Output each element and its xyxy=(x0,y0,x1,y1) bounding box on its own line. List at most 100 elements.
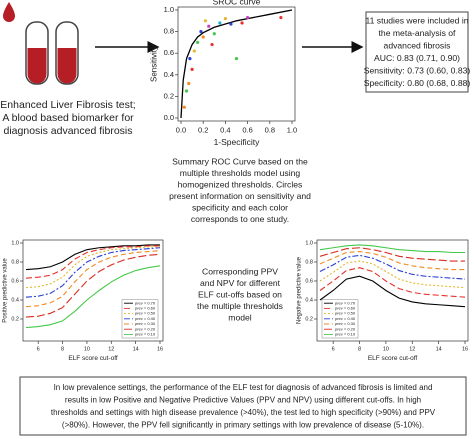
x-axis-label: ELF score cut-off xyxy=(68,355,118,362)
y-tick-label: 0.2 xyxy=(164,91,174,100)
legend-label: prev = 0.70 xyxy=(335,300,356,305)
summary-line: In low prevalence settings, the performa… xyxy=(54,383,433,392)
x-tick-label: 16 xyxy=(462,346,468,352)
study-point xyxy=(218,21,222,25)
middle-text-line: the multiple thresholds xyxy=(197,301,283,311)
y-tick-label: 0.8 xyxy=(305,259,313,265)
legend-label: prev = 0.30 xyxy=(335,321,356,326)
legend-label: prev = 0.20 xyxy=(335,326,356,331)
series-line xyxy=(319,275,466,308)
study-point xyxy=(203,19,208,23)
x-tick-label: 8 xyxy=(61,346,64,352)
caption-line: corresponds to one study. xyxy=(191,214,289,224)
caption-line: present information on sensitivity and xyxy=(169,191,311,201)
study-point xyxy=(240,21,244,25)
x-tick-label: 0.8 xyxy=(265,126,275,135)
study-point xyxy=(210,42,214,47)
x-tick-label: 14 xyxy=(133,346,139,352)
study-point xyxy=(184,89,189,93)
text-layer: Enhanced Liver Fibrosis test;A blood bas… xyxy=(0,15,470,429)
study-point xyxy=(190,67,194,71)
sroc-curve xyxy=(180,9,293,119)
y-tick-label: 0.8 xyxy=(11,259,19,265)
middle-text-line: ELF cut-offs based on xyxy=(198,289,282,299)
plot-frame xyxy=(177,6,296,122)
series-line xyxy=(319,244,465,254)
x-tick-label: 0.0 xyxy=(176,126,186,135)
legend-label: prev = 0.70 xyxy=(135,300,156,305)
study-point xyxy=(187,81,191,86)
caption-line: homogenized thresholds. Circles xyxy=(178,179,303,189)
series-line xyxy=(319,250,465,271)
legend-label: prev = 0.50 xyxy=(335,311,356,316)
chart-layer: 0.0 0.2 0.4 0.6 0.8 1.0 0.0 0.2 0.4 0.6 0.8 1.0 SROC… xyxy=(2,0,469,362)
y-tick-label: 0.4 xyxy=(305,297,313,303)
y-tick-label: 0.2 xyxy=(305,316,313,322)
study-point xyxy=(279,15,283,20)
series-line xyxy=(25,247,161,298)
x-tick-label: 6 xyxy=(332,346,335,352)
series-line xyxy=(319,254,466,280)
x-axis-label: 1-Specificity xyxy=(214,137,261,147)
study-point xyxy=(201,35,205,39)
x-tick-label: 0.4 xyxy=(220,126,230,135)
x-tick-label: 12 xyxy=(108,346,114,352)
y-tick-label: 0.8 xyxy=(164,27,174,36)
y-tick-label: 0.6 xyxy=(164,48,174,57)
result-line: Sensitivity: 0.73 (0.60, 0.83) xyxy=(364,65,471,75)
legend-label: prev = 0.50 xyxy=(135,311,156,316)
study-point xyxy=(207,24,211,28)
series-line xyxy=(25,265,161,329)
legend-label: prev = 0.10 xyxy=(335,331,356,336)
series-line xyxy=(25,245,160,279)
summary-box xyxy=(19,376,467,436)
y-tick-label: 0.4 xyxy=(164,70,174,79)
y-tick-label: 0.2 xyxy=(11,316,19,322)
study-point xyxy=(246,15,250,20)
x-axis-label: ELF score cut-off xyxy=(368,355,418,362)
study-point xyxy=(188,57,192,61)
blood-tubes-icon xyxy=(3,2,79,85)
legend-label: prev = 0.60 xyxy=(335,305,356,310)
y-axis-label: Negative predictive value xyxy=(296,256,302,324)
plot-frame xyxy=(316,239,469,342)
legend-label: prev = 0.60 xyxy=(135,305,156,310)
x-tick-label: 1.0 xyxy=(287,126,297,135)
middle-text-line: model xyxy=(228,312,251,322)
x-tick-label: 0.2 xyxy=(198,126,208,135)
series-line xyxy=(319,247,465,262)
left-text-line: Enhanced Liver Fibrosis test; xyxy=(0,99,135,111)
series-line xyxy=(319,260,466,289)
result-line: advanced fibrosis xyxy=(384,40,451,50)
x-tick-label: 16 xyxy=(157,346,163,352)
plot-frame xyxy=(22,239,164,342)
summary-line: (>80%). However, the PPV fell significan… xyxy=(62,421,424,430)
y-axis-label: Positive predictive value xyxy=(2,258,8,323)
x-tick-label: 14 xyxy=(436,346,442,352)
result-line: the meta-analysis of xyxy=(379,28,457,38)
series-line xyxy=(25,250,161,308)
x-tick-label: 10 xyxy=(84,346,90,352)
study-point xyxy=(212,32,216,36)
y-tick-label: 1.0 xyxy=(11,240,19,246)
x-tick-label: 8 xyxy=(358,346,361,352)
study-point xyxy=(196,40,200,45)
x-tick-label: 12 xyxy=(409,346,415,352)
y-tick-label: 1.0 xyxy=(164,5,174,14)
summary-line: thresholds and settings with high diseas… xyxy=(51,408,436,417)
study-point xyxy=(192,49,196,53)
y-tick-label: 0.6 xyxy=(11,278,19,284)
study-point xyxy=(229,22,233,26)
x-tick-label: 10 xyxy=(383,346,389,352)
study-point xyxy=(223,17,227,21)
series-line xyxy=(319,267,466,298)
result-line: AUC: 0.83 (0.71, 0.90) xyxy=(374,53,460,63)
left-text-line: diagnosis advanced fibrosis xyxy=(4,125,133,137)
left-text-line: A blood based biomarker for xyxy=(2,112,134,124)
y-axis-label: Sensitivity xyxy=(150,46,159,82)
chart-title: SROC curve xyxy=(213,0,261,6)
legend-label: prev = 0.40 xyxy=(335,316,356,321)
result-line: Specificity: 0.80 (0.68, 0.88) xyxy=(364,78,471,88)
y-tick-label: 0.6 xyxy=(305,278,313,284)
